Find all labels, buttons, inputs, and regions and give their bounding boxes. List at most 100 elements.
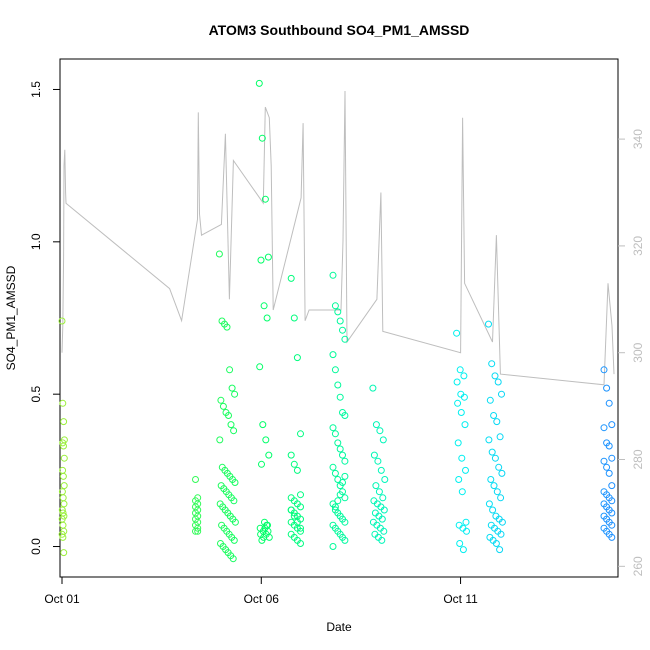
- data-point: [455, 476, 463, 483]
- data-point: [336, 491, 344, 499]
- data-point: [377, 466, 385, 474]
- data-point: [329, 543, 337, 550]
- data-point: [255, 79, 263, 87]
- data-point: [257, 256, 265, 264]
- data-point: [59, 439, 67, 447]
- y2-tick-label: 280: [631, 449, 645, 469]
- data-point: [192, 476, 199, 483]
- data-point: [60, 549, 68, 557]
- data-point: [341, 335, 349, 343]
- data-point: [378, 515, 386, 523]
- data-point: [60, 418, 68, 426]
- data-point: [341, 518, 349, 526]
- data-point: [293, 354, 301, 362]
- data-point: [297, 503, 304, 511]
- data-point: [603, 384, 611, 392]
- data-point: [290, 460, 298, 468]
- secondary-line: [61, 90, 615, 386]
- data-point: [457, 409, 465, 416]
- data-point: [605, 442, 613, 450]
- data-point: [498, 390, 505, 398]
- data-point: [58, 530, 66, 538]
- data-point: [263, 521, 271, 529]
- data-point: [228, 384, 236, 392]
- data-point: [260, 302, 268, 310]
- data-point: [488, 448, 496, 456]
- data-point: [603, 463, 611, 471]
- y-tick-label: 1.5: [29, 81, 43, 98]
- data-point: [297, 491, 304, 499]
- x-axis-label: Date: [326, 620, 352, 634]
- data-point: [485, 436, 493, 444]
- y2-tick-label: 320: [631, 236, 645, 256]
- y2-tick-label: 300: [631, 342, 645, 362]
- data-point: [600, 457, 608, 465]
- data-point: [341, 494, 349, 502]
- data-point: [217, 396, 225, 404]
- data-point: [460, 372, 468, 380]
- data-point: [460, 393, 468, 401]
- data-point: [498, 469, 506, 477]
- data-point: [600, 366, 608, 374]
- data-point: [331, 469, 339, 477]
- data-point: [496, 433, 504, 441]
- data-point: [331, 302, 339, 310]
- data-point: [334, 497, 342, 505]
- data-point: [331, 366, 339, 374]
- data-point: [339, 451, 346, 459]
- data-points: [58, 79, 616, 563]
- data-point: [494, 378, 502, 386]
- data-point: [59, 533, 67, 541]
- data-point: [453, 378, 461, 386]
- data-point: [490, 412, 498, 419]
- data-point: [496, 546, 504, 554]
- data-point: [459, 546, 467, 554]
- data-point: [339, 479, 346, 486]
- data-point: [336, 393, 344, 401]
- data-point: [258, 134, 266, 142]
- data-point: [229, 555, 237, 563]
- data-point: [461, 421, 469, 429]
- data-point: [491, 454, 499, 462]
- data-point: [226, 366, 234, 374]
- data-point: [608, 509, 616, 517]
- data-point: [379, 494, 387, 502]
- data-point: [60, 442, 67, 450]
- data-point: [293, 466, 301, 474]
- data-point: [336, 445, 344, 453]
- data-point: [260, 533, 268, 541]
- data-point: [334, 439, 342, 447]
- y-tick-label: 1.0: [29, 233, 43, 250]
- x-tick-label: Oct 01: [44, 592, 80, 606]
- data-point: [372, 482, 380, 490]
- data-point: [605, 399, 613, 407]
- data-point: [329, 424, 337, 432]
- data-point: [263, 314, 271, 322]
- data-point: [487, 476, 495, 483]
- data-point: [488, 360, 496, 368]
- data-point: [600, 424, 608, 432]
- data-point: [60, 482, 68, 490]
- data-point: [497, 494, 505, 502]
- data-point: [370, 451, 378, 459]
- data-point: [491, 372, 499, 380]
- data-point: [225, 412, 232, 419]
- data-point: [329, 351, 337, 359]
- data-point: [380, 506, 388, 514]
- data-point: [608, 533, 616, 541]
- data-point: [329, 271, 337, 279]
- data-point: [194, 527, 202, 535]
- data-point: [486, 396, 494, 404]
- data-point: [59, 399, 67, 407]
- data-point: [230, 427, 238, 435]
- data-point: [261, 195, 269, 203]
- data-point: [341, 536, 349, 544]
- data-point: [375, 488, 383, 496]
- data-point: [258, 460, 265, 468]
- data-point: [334, 308, 342, 316]
- data-point: [463, 527, 470, 535]
- data-point: [293, 518, 301, 526]
- data-point: [192, 527, 199, 535]
- data-point: [331, 430, 339, 438]
